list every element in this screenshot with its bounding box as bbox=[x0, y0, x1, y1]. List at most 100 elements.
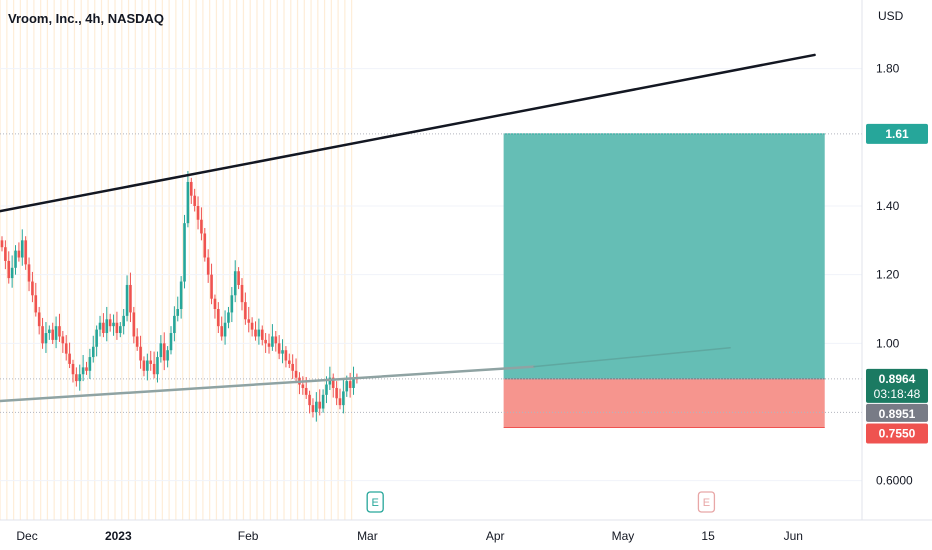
candle-body[interactable] bbox=[68, 353, 71, 364]
candle-body[interactable] bbox=[227, 312, 230, 323]
candle-body[interactable] bbox=[260, 329, 264, 340]
candle-body[interactable] bbox=[162, 343, 166, 361]
stop-zone[interactable] bbox=[503, 378, 825, 428]
candle-body[interactable] bbox=[149, 360, 153, 364]
candle-body[interactable] bbox=[335, 387, 338, 399]
candle-body[interactable] bbox=[20, 240, 24, 258]
trendlines[interactable] bbox=[0, 53, 816, 403]
candle-body[interactable] bbox=[24, 240, 27, 265]
candle-body[interactable] bbox=[213, 298, 217, 309]
trendline-lower[interactable] bbox=[0, 365, 536, 403]
candle-body[interactable] bbox=[129, 284, 132, 313]
candle-body[interactable] bbox=[186, 181, 190, 224]
candle-body[interactable] bbox=[4, 247, 7, 261]
candle-body[interactable] bbox=[277, 343, 281, 354]
trendline-lower-ext[interactable] bbox=[533, 347, 731, 368]
candle-body[interactable] bbox=[88, 357, 92, 371]
candles[interactable] bbox=[0, 170, 359, 422]
candle-body[interactable] bbox=[115, 322, 119, 334]
candle-body[interactable] bbox=[223, 322, 227, 337]
candle-body[interactable] bbox=[250, 322, 254, 330]
candle-body[interactable] bbox=[196, 206, 200, 220]
candle-body[interactable] bbox=[98, 322, 102, 330]
candle-body[interactable] bbox=[342, 391, 345, 406]
candle-body[interactable] bbox=[61, 336, 65, 344]
long-position-tool[interactable] bbox=[0, 133, 862, 428]
candle-body[interactable] bbox=[112, 322, 115, 327]
candle-body[interactable] bbox=[233, 271, 237, 296]
candle-body[interactable] bbox=[311, 405, 315, 412]
candle-body[interactable] bbox=[321, 394, 325, 409]
candle-body[interactable] bbox=[7, 260, 11, 279]
candle-body[interactable] bbox=[203, 233, 207, 258]
candle-body[interactable] bbox=[281, 350, 284, 354]
candle-body[interactable] bbox=[27, 264, 31, 282]
candle-body[interactable] bbox=[31, 281, 34, 296]
candle-body[interactable] bbox=[54, 326, 58, 340]
candle-body[interactable] bbox=[173, 315, 176, 334]
candle-body[interactable] bbox=[41, 326, 44, 344]
candle-body[interactable] bbox=[108, 319, 112, 327]
earnings-badge[interactable] bbox=[366, 491, 384, 513]
candle-body[interactable] bbox=[189, 181, 193, 196]
earnings-event-reported[interactable]: E bbox=[366, 491, 384, 513]
candle-body[interactable] bbox=[95, 329, 98, 347]
candle-body[interactable] bbox=[166, 350, 169, 361]
candle-body[interactable] bbox=[81, 367, 85, 375]
candle-body[interactable] bbox=[284, 350, 288, 361]
candle-body[interactable] bbox=[0, 240, 4, 248]
candle-body[interactable] bbox=[169, 333, 173, 351]
candle-body[interactable] bbox=[34, 295, 38, 313]
candle-body[interactable] bbox=[37, 312, 41, 327]
candle-body[interactable] bbox=[193, 195, 196, 206]
target-zone[interactable] bbox=[503, 133, 825, 379]
candle-body[interactable] bbox=[139, 346, 142, 361]
candle-body[interactable] bbox=[183, 223, 186, 282]
candle-body[interactable] bbox=[179, 281, 183, 309]
candle-body[interactable] bbox=[304, 387, 308, 395]
candle-body[interactable] bbox=[152, 363, 156, 375]
candle-body[interactable] bbox=[240, 284, 244, 303]
candle-body[interactable] bbox=[267, 343, 271, 347]
candle-body[interactable] bbox=[122, 315, 125, 327]
candle-body[interactable] bbox=[176, 309, 180, 316]
candle-body[interactable] bbox=[44, 333, 48, 344]
candle-body[interactable] bbox=[254, 329, 257, 337]
candle-body[interactable] bbox=[301, 384, 305, 388]
candle-body[interactable] bbox=[220, 326, 223, 337]
candle-body[interactable] bbox=[10, 267, 14, 279]
candle-body[interactable] bbox=[102, 322, 105, 334]
candle-body[interactable] bbox=[288, 360, 291, 364]
candle-body[interactable] bbox=[78, 374, 82, 382]
candle-body[interactable] bbox=[352, 377, 355, 388]
candle-body[interactable] bbox=[230, 295, 234, 313]
candle-body[interactable] bbox=[51, 329, 54, 340]
candle-body[interactable] bbox=[48, 329, 51, 334]
candle-body[interactable] bbox=[271, 336, 274, 347]
candle-body[interactable] bbox=[328, 377, 332, 385]
candle-body[interactable] bbox=[294, 370, 298, 378]
candle-body[interactable] bbox=[345, 381, 349, 392]
candle-body[interactable] bbox=[264, 339, 267, 344]
candle-body[interactable] bbox=[135, 336, 139, 347]
candle-body[interactable] bbox=[244, 302, 247, 320]
candle-body[interactable] bbox=[142, 360, 146, 371]
candle-body[interactable] bbox=[156, 357, 159, 375]
candle-body[interactable] bbox=[71, 363, 75, 375]
candle-body[interactable] bbox=[159, 343, 163, 358]
candle-body[interactable] bbox=[91, 346, 95, 358]
candle-body[interactable] bbox=[237, 271, 240, 285]
candle-body[interactable] bbox=[331, 377, 335, 388]
candle-body[interactable] bbox=[348, 381, 352, 388]
candle-body[interactable] bbox=[75, 374, 78, 382]
candle-body[interactable] bbox=[200, 219, 203, 234]
candle-body[interactable] bbox=[206, 257, 210, 275]
earnings-badge[interactable] bbox=[697, 491, 716, 513]
candle-body[interactable] bbox=[85, 367, 88, 371]
candle-body[interactable] bbox=[257, 329, 261, 337]
candle-body[interactable] bbox=[119, 326, 122, 334]
candle-body[interactable] bbox=[318, 401, 322, 409]
time-axis-panel[interactable] bbox=[0, 520, 932, 550]
candle-body[interactable] bbox=[308, 394, 311, 406]
